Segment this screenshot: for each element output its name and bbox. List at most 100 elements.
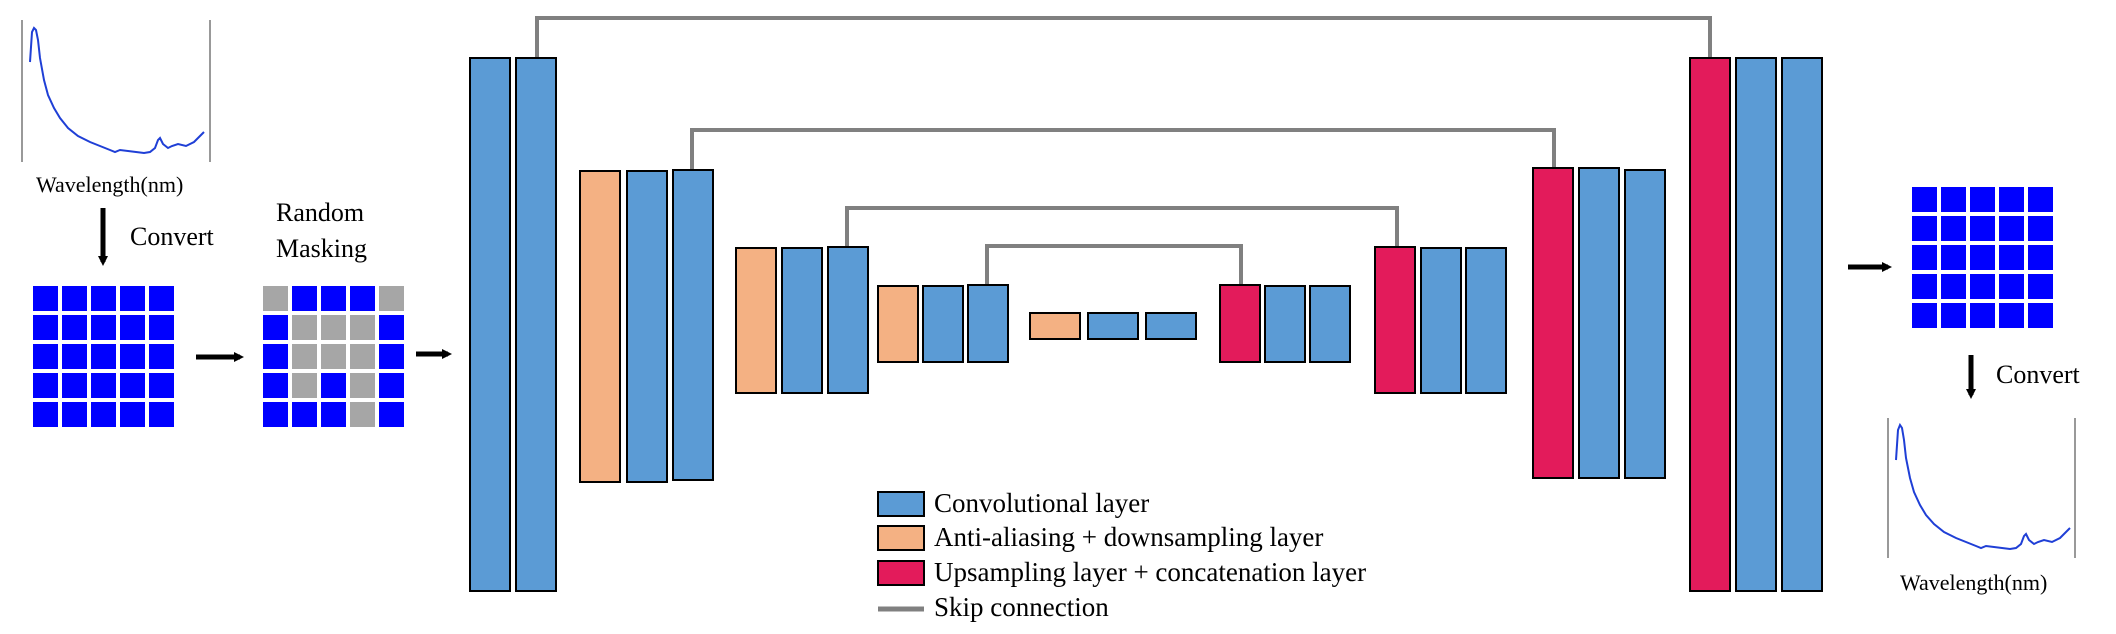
pixel xyxy=(33,315,58,340)
pixel xyxy=(33,373,58,398)
pixel xyxy=(91,373,116,398)
pixel xyxy=(1970,274,1995,299)
conv-layer-dec1-a xyxy=(1735,57,1777,592)
pixel xyxy=(350,286,375,311)
conv-layer-enc2-a xyxy=(626,170,668,483)
pixel xyxy=(33,286,58,311)
downsample-layer-enc4 xyxy=(877,285,919,363)
legend-skip-label: Skip connection xyxy=(934,592,1109,622)
pixel xyxy=(91,344,116,369)
conv-layer-bottleneck-b xyxy=(1145,312,1197,340)
pixel xyxy=(91,402,116,427)
downsample-layer-enc3 xyxy=(735,247,777,394)
output-spectrum-xlabel: Wavelength(nm) xyxy=(1900,570,2048,595)
skip-connection-level-1 xyxy=(535,16,1712,58)
conv-layer-dec3-a xyxy=(1420,247,1462,394)
masked-pixel xyxy=(350,344,375,369)
pixel xyxy=(149,402,174,427)
conv-layer-enc1-b xyxy=(515,57,557,592)
pixel xyxy=(33,402,58,427)
downsample-layer-enc2 xyxy=(579,170,621,483)
upsample-layer-dec4 xyxy=(1219,284,1261,363)
conv-layer-dec3-b xyxy=(1465,247,1507,394)
pixel xyxy=(1999,303,2024,328)
pixel xyxy=(2028,274,2053,299)
conv-layer-enc1-a xyxy=(469,57,511,592)
skip-connection-level-3 xyxy=(845,206,1399,247)
pixel xyxy=(321,402,346,427)
masked-pixel xyxy=(350,373,375,398)
masked-pixel-grid xyxy=(263,286,404,427)
legend-conv-swatch xyxy=(877,491,925,517)
output-pixel-grid xyxy=(1912,187,2053,328)
pixel xyxy=(379,344,404,369)
conv-layer-dec2-a xyxy=(1578,167,1620,479)
conv-layer-dec4-a xyxy=(1264,285,1306,363)
conv-layer-enc4-b xyxy=(967,284,1009,363)
pixel xyxy=(2028,187,2053,212)
conv-layer-enc3-a xyxy=(781,247,823,394)
conv-layer-bottleneck-a xyxy=(1087,312,1139,340)
legend-up-swatch xyxy=(877,560,925,586)
input-spectrum-plot xyxy=(21,20,211,162)
pixel xyxy=(2028,303,2053,328)
masked-pixel xyxy=(321,315,346,340)
upsample-layer-dec3 xyxy=(1374,246,1416,394)
conv-layer-dec1-b xyxy=(1781,57,1823,592)
output-spectrum-plot xyxy=(1887,418,2076,558)
masked-pixel xyxy=(321,344,346,369)
pixel xyxy=(1999,216,2024,241)
pixel xyxy=(62,344,87,369)
conv-layer-enc2-b xyxy=(672,169,714,481)
output-convert-label: Convert xyxy=(1996,360,2080,389)
pixel xyxy=(149,286,174,311)
pixel xyxy=(321,286,346,311)
input-spectrum-xlabel: Wavelength(nm) xyxy=(36,172,184,197)
pixel xyxy=(62,315,87,340)
pixel xyxy=(1970,216,1995,241)
pixel xyxy=(263,315,288,340)
pixel xyxy=(1912,303,1937,328)
masked-pixel xyxy=(292,373,317,398)
conv-layer-dec2-b xyxy=(1624,169,1666,479)
pixel xyxy=(91,315,116,340)
pixel xyxy=(1912,216,1937,241)
masked-pixel xyxy=(379,286,404,311)
pixel xyxy=(149,344,174,369)
input-convert-label: Convert xyxy=(130,222,214,251)
pixel xyxy=(263,373,288,398)
pixel xyxy=(120,344,145,369)
pixel xyxy=(2028,245,2053,270)
masking-label-line2: Masking xyxy=(276,234,367,263)
pixel xyxy=(149,315,174,340)
masking-label-line1: Random xyxy=(276,198,365,227)
pixel xyxy=(1970,187,1995,212)
masked-pixel xyxy=(292,344,317,369)
pixel xyxy=(379,315,404,340)
upsample-layer-dec1 xyxy=(1689,57,1731,592)
masked-pixel xyxy=(292,315,317,340)
skip-connections xyxy=(535,16,1712,285)
masked-pixel xyxy=(263,286,288,311)
conv-layer-dec4-b xyxy=(1309,285,1351,363)
pixel xyxy=(120,286,145,311)
pixel xyxy=(292,402,317,427)
legend-down-label: Anti-aliasing + downsampling layer xyxy=(934,522,1324,552)
conv-layer-enc4-a xyxy=(922,285,964,363)
pixel xyxy=(1941,274,1966,299)
downsample-layer-bottleneck xyxy=(1029,312,1081,340)
pixel xyxy=(62,373,87,398)
legend-down-swatch xyxy=(877,525,925,551)
pixel xyxy=(1912,187,1937,212)
conv-layer-enc3-b xyxy=(827,246,869,394)
masked-pixel xyxy=(350,315,375,340)
pixel xyxy=(149,373,174,398)
pixel xyxy=(1970,303,1995,328)
pixel xyxy=(1941,187,1966,212)
pixel xyxy=(1941,303,1966,328)
pixel xyxy=(91,286,116,311)
pixel xyxy=(1912,274,1937,299)
pixel xyxy=(120,315,145,340)
pixel xyxy=(1941,216,1966,241)
